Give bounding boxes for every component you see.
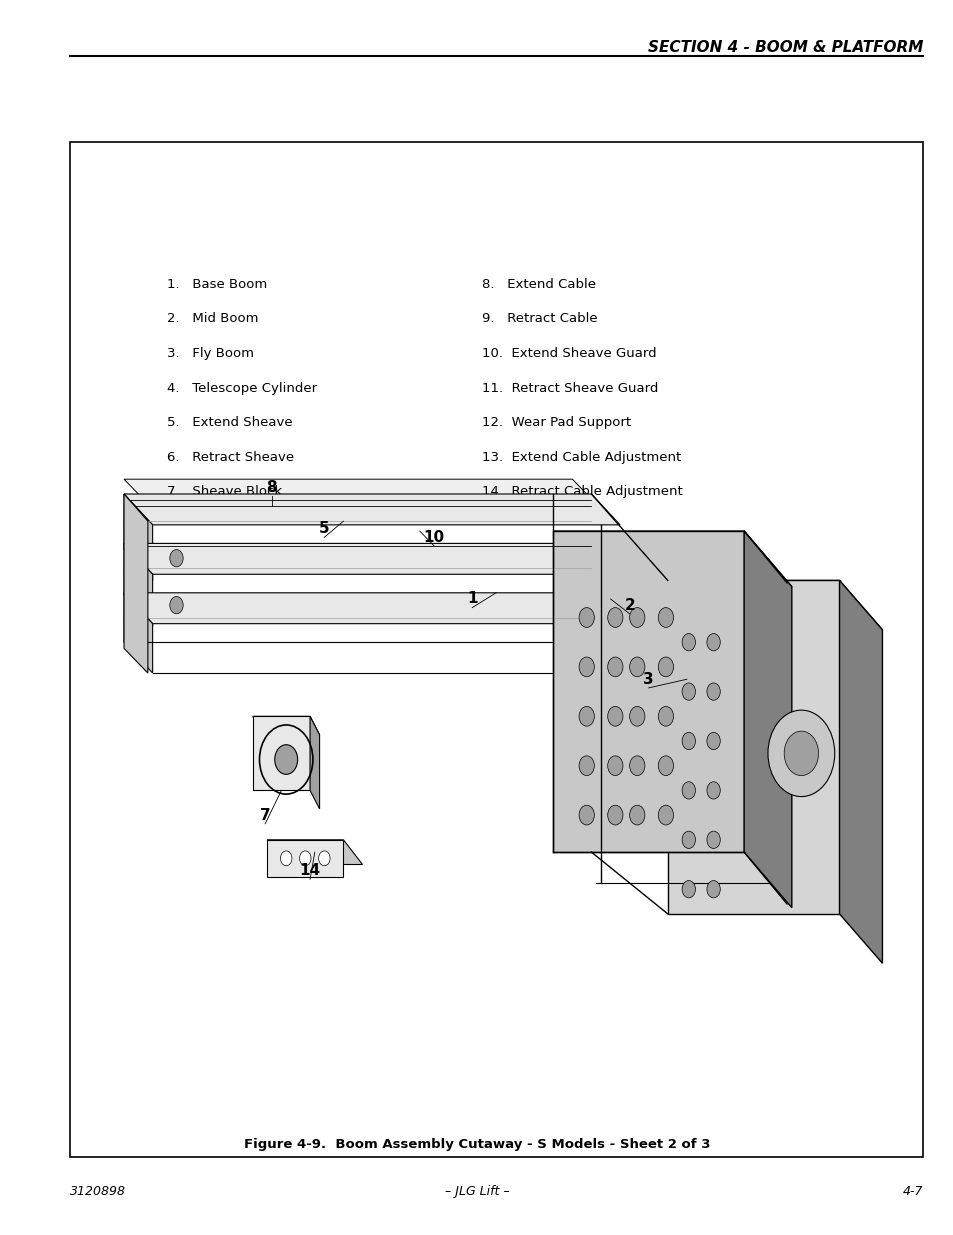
Text: 13.  Extend Cable Adjustment: 13. Extend Cable Adjustment xyxy=(481,451,680,464)
Text: 14.  Retract Cable Adjustment: 14. Retract Cable Adjustment xyxy=(481,485,681,499)
Circle shape xyxy=(783,731,818,776)
Circle shape xyxy=(681,831,695,848)
Text: 6.   Retract Sheave: 6. Retract Sheave xyxy=(167,451,294,464)
Circle shape xyxy=(681,732,695,750)
Circle shape xyxy=(658,657,673,677)
Polygon shape xyxy=(310,716,319,809)
Circle shape xyxy=(299,851,311,866)
Circle shape xyxy=(681,683,695,700)
Circle shape xyxy=(578,756,594,776)
Circle shape xyxy=(318,851,330,866)
Text: 5.   Extend Sheave: 5. Extend Sheave xyxy=(167,416,293,430)
Circle shape xyxy=(629,706,644,726)
Text: 8: 8 xyxy=(266,480,277,495)
Circle shape xyxy=(658,756,673,776)
Text: 10.  Extend Sheave Guard: 10. Extend Sheave Guard xyxy=(481,347,656,361)
Circle shape xyxy=(681,881,695,898)
Polygon shape xyxy=(124,593,152,673)
Text: 1: 1 xyxy=(466,592,477,606)
Circle shape xyxy=(681,634,695,651)
Text: 14: 14 xyxy=(299,863,320,878)
Circle shape xyxy=(629,756,644,776)
Text: – JLG Lift –: – JLG Lift – xyxy=(444,1184,509,1198)
Circle shape xyxy=(274,745,297,774)
Circle shape xyxy=(629,608,644,627)
Circle shape xyxy=(578,608,594,627)
Polygon shape xyxy=(743,531,791,908)
Circle shape xyxy=(706,881,720,898)
Text: 8.   Extend Cable: 8. Extend Cable xyxy=(481,278,595,291)
Text: 2: 2 xyxy=(623,598,635,613)
Circle shape xyxy=(706,782,720,799)
Text: 3: 3 xyxy=(642,672,654,687)
Polygon shape xyxy=(124,593,619,624)
Polygon shape xyxy=(267,840,343,877)
Polygon shape xyxy=(553,531,791,587)
Text: SECTION 4 - BOOM & PLATFORM: SECTION 4 - BOOM & PLATFORM xyxy=(647,40,923,54)
Polygon shape xyxy=(253,716,310,790)
Text: 9.   Retract Cable: 9. Retract Cable xyxy=(481,312,597,326)
Circle shape xyxy=(658,608,673,627)
Polygon shape xyxy=(553,531,743,852)
Circle shape xyxy=(767,710,834,797)
Polygon shape xyxy=(124,494,152,580)
Text: 4.   Telescope Cylinder: 4. Telescope Cylinder xyxy=(167,382,316,395)
Circle shape xyxy=(629,805,644,825)
Circle shape xyxy=(578,805,594,825)
Text: 4-7: 4-7 xyxy=(902,1184,923,1198)
Circle shape xyxy=(706,683,720,700)
FancyBboxPatch shape xyxy=(70,142,923,1157)
Text: 7: 7 xyxy=(259,808,271,823)
Polygon shape xyxy=(253,716,319,735)
Text: Figure 4-9.  Boom Assembly Cutaway - S Models - Sheet 2 of 3: Figure 4-9. Boom Assembly Cutaway - S Mo… xyxy=(244,1137,709,1151)
Circle shape xyxy=(170,597,183,614)
Polygon shape xyxy=(267,840,362,864)
Circle shape xyxy=(170,550,183,567)
Text: 7.   Sheave Block: 7. Sheave Block xyxy=(167,485,282,499)
Circle shape xyxy=(607,657,622,677)
Polygon shape xyxy=(839,580,882,963)
Polygon shape xyxy=(124,543,619,574)
Circle shape xyxy=(607,805,622,825)
Polygon shape xyxy=(667,580,882,630)
Polygon shape xyxy=(667,580,839,914)
Circle shape xyxy=(706,831,720,848)
Circle shape xyxy=(607,608,622,627)
Text: 12.  Wear Pad Support: 12. Wear Pad Support xyxy=(481,416,630,430)
Circle shape xyxy=(607,706,622,726)
Polygon shape xyxy=(124,543,152,626)
Circle shape xyxy=(607,756,622,776)
Text: 2.   Mid Boom: 2. Mid Boom xyxy=(167,312,258,326)
Text: 1.   Base Boom: 1. Base Boom xyxy=(167,278,267,291)
Text: 3.   Fly Boom: 3. Fly Boom xyxy=(167,347,253,361)
Text: 11.  Retract Sheave Guard: 11. Retract Sheave Guard xyxy=(481,382,658,395)
Circle shape xyxy=(280,851,292,866)
Circle shape xyxy=(681,782,695,799)
Polygon shape xyxy=(124,479,600,509)
Circle shape xyxy=(658,805,673,825)
Circle shape xyxy=(658,706,673,726)
Text: 5: 5 xyxy=(318,521,330,536)
Polygon shape xyxy=(124,494,619,525)
Polygon shape xyxy=(124,494,148,673)
Circle shape xyxy=(706,732,720,750)
Circle shape xyxy=(629,657,644,677)
Text: 10: 10 xyxy=(423,530,444,545)
Circle shape xyxy=(706,634,720,651)
Circle shape xyxy=(578,657,594,677)
Circle shape xyxy=(578,706,594,726)
Text: 3120898: 3120898 xyxy=(70,1184,126,1198)
